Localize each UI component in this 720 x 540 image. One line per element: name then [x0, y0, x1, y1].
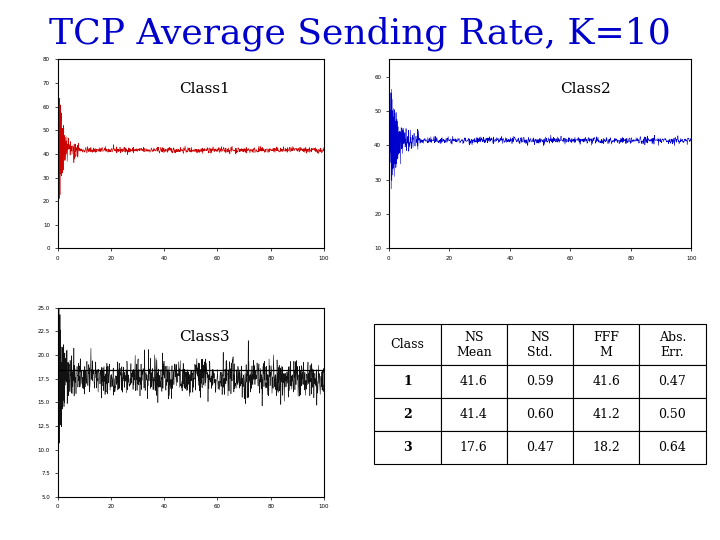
Text: Class3: Class3	[179, 330, 230, 345]
Text: Class1: Class1	[179, 82, 230, 96]
Text: Class2: Class2	[560, 82, 611, 96]
Text: TCP Average Sending Rate, K=10: TCP Average Sending Rate, K=10	[49, 16, 671, 51]
